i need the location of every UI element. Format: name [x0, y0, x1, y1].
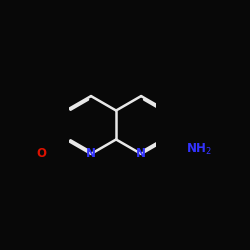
Text: N: N: [86, 148, 96, 160]
Text: O: O: [36, 148, 46, 160]
Text: N: N: [136, 148, 146, 160]
Text: NH$_2$: NH$_2$: [186, 142, 212, 157]
